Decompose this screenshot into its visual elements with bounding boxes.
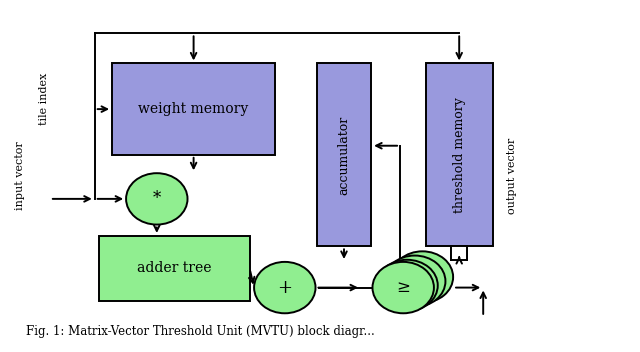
Text: output vector: output vector <box>507 138 517 214</box>
Bar <box>317 63 371 246</box>
Text: input vector: input vector <box>15 142 26 210</box>
Ellipse shape <box>384 256 445 307</box>
Ellipse shape <box>376 260 438 311</box>
Text: +: + <box>277 278 292 297</box>
Text: *: * <box>153 190 161 207</box>
Text: ≥: ≥ <box>396 279 410 296</box>
Bar <box>99 236 250 301</box>
Ellipse shape <box>126 173 188 225</box>
Bar <box>112 63 275 155</box>
Text: adder tree: adder tree <box>137 262 212 275</box>
Bar <box>451 246 467 260</box>
Text: Fig. 1: Matrix-Vector Threshold Unit (MVTU) block diagr...: Fig. 1: Matrix-Vector Threshold Unit (MV… <box>26 325 374 338</box>
Text: weight memory: weight memory <box>138 102 249 116</box>
Text: tile index: tile index <box>38 73 49 125</box>
Ellipse shape <box>392 251 453 303</box>
Ellipse shape <box>254 262 316 313</box>
Bar <box>426 63 493 246</box>
Text: accumulator: accumulator <box>337 115 351 195</box>
Ellipse shape <box>372 262 434 313</box>
Text: threshold memory: threshold memory <box>452 97 466 213</box>
